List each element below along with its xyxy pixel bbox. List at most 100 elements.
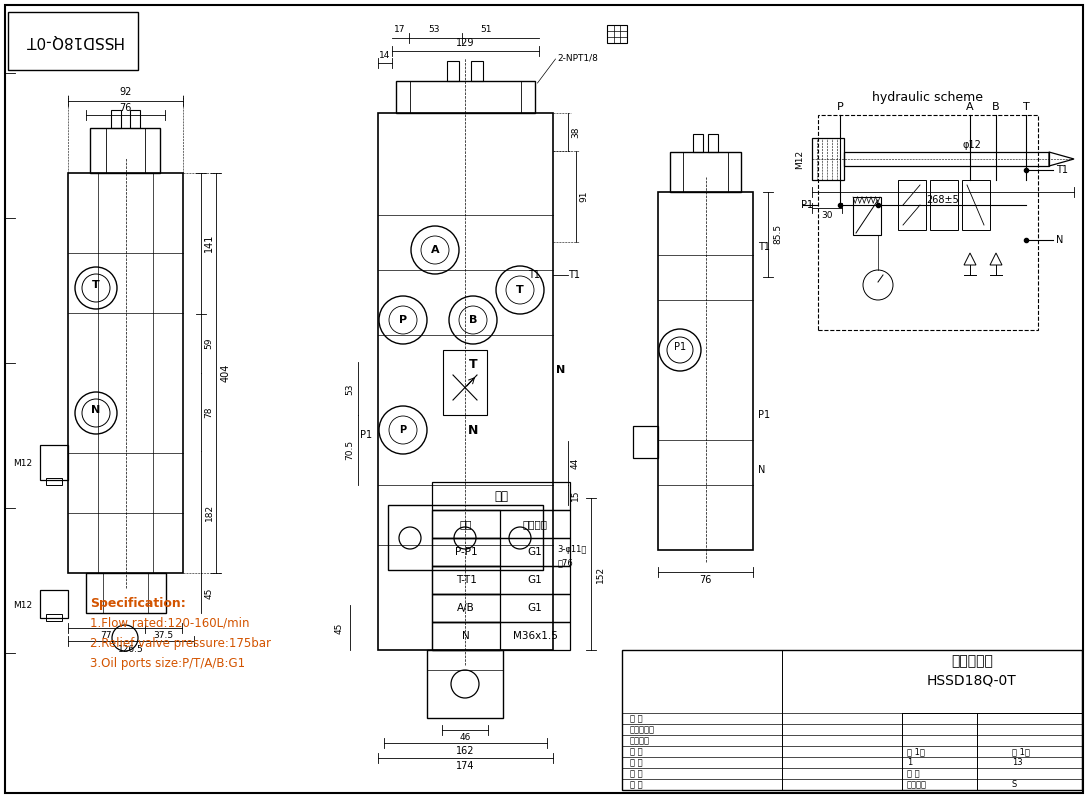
- Text: 76: 76: [700, 575, 712, 585]
- Bar: [432, 510, 500, 538]
- Text: G1: G1: [528, 603, 543, 613]
- Bar: [443, 350, 487, 415]
- Bar: [812, 138, 844, 180]
- Text: S: S: [1012, 780, 1017, 789]
- Bar: [930, 180, 959, 230]
- Text: 182: 182: [205, 504, 213, 520]
- Text: P1: P1: [673, 342, 687, 352]
- Text: 59: 59: [205, 338, 213, 349]
- Text: 44: 44: [571, 457, 580, 468]
- Text: 162: 162: [456, 746, 474, 756]
- Text: 45: 45: [205, 587, 213, 598]
- Text: 比 例: 比 例: [907, 769, 919, 778]
- Text: 129: 129: [456, 38, 474, 48]
- Text: 30: 30: [821, 211, 832, 220]
- Text: 13: 13: [1012, 758, 1023, 767]
- Bar: [708, 134, 718, 152]
- Text: 45: 45: [335, 622, 344, 634]
- Bar: [111, 110, 121, 128]
- Bar: [432, 622, 570, 650]
- Text: hydraulic scheme: hydraulic scheme: [873, 90, 984, 104]
- Bar: [471, 61, 483, 81]
- Bar: [432, 538, 500, 566]
- Text: P: P: [399, 315, 407, 325]
- Text: 152: 152: [596, 566, 605, 583]
- Text: P1: P1: [758, 410, 770, 420]
- Text: P: P: [399, 425, 407, 435]
- Bar: [432, 538, 570, 566]
- Text: 404: 404: [221, 364, 231, 382]
- Text: B: B: [469, 315, 478, 325]
- Text: 共 1张: 共 1张: [907, 747, 925, 756]
- Text: 78: 78: [205, 406, 213, 417]
- Text: 14: 14: [379, 50, 391, 60]
- Bar: [853, 197, 881, 235]
- Bar: [898, 180, 926, 230]
- Text: 38: 38: [571, 126, 580, 138]
- Text: M12: M12: [795, 149, 804, 168]
- Text: 审 批: 审 批: [630, 714, 643, 723]
- Text: 接口: 接口: [460, 519, 472, 529]
- Bar: [607, 25, 627, 43]
- Bar: [962, 180, 990, 230]
- Text: Specification:: Specification:: [90, 596, 186, 610]
- Text: T: T: [92, 280, 100, 290]
- Text: 53: 53: [429, 26, 441, 34]
- Bar: [40, 445, 67, 480]
- Bar: [844, 152, 1049, 166]
- Text: T: T: [1023, 102, 1029, 112]
- Text: N: N: [468, 424, 479, 437]
- Text: T-T1: T-T1: [456, 575, 477, 585]
- Text: P1: P1: [360, 430, 372, 440]
- Text: 53: 53: [345, 383, 354, 395]
- Text: M12: M12: [13, 459, 33, 468]
- Text: B: B: [992, 102, 1000, 112]
- Text: φ12: φ12: [963, 140, 981, 150]
- Bar: [426, 650, 503, 718]
- Bar: [378, 113, 553, 650]
- Text: M36x1.5: M36x1.5: [512, 631, 557, 641]
- Text: 174: 174: [456, 761, 474, 771]
- Bar: [86, 573, 166, 613]
- Text: N: N: [462, 631, 470, 641]
- Bar: [46, 614, 62, 621]
- Text: G1: G1: [528, 575, 543, 585]
- Bar: [67, 173, 183, 573]
- Bar: [432, 510, 570, 538]
- Text: P1: P1: [801, 200, 813, 210]
- Text: 图样标记: 图样标记: [907, 780, 927, 789]
- Text: M12: M12: [13, 601, 33, 610]
- Bar: [90, 128, 160, 173]
- Bar: [432, 594, 500, 622]
- Bar: [693, 134, 703, 152]
- Text: 268±5: 268±5: [927, 195, 960, 205]
- Bar: [396, 81, 534, 113]
- Bar: [387, 505, 543, 570]
- Text: 91: 91: [579, 190, 588, 202]
- Text: T1: T1: [529, 270, 541, 280]
- Text: 描 图: 描 图: [630, 758, 643, 767]
- Text: T1: T1: [569, 270, 581, 280]
- Text: G1: G1: [528, 547, 543, 557]
- Bar: [633, 426, 658, 458]
- Bar: [40, 590, 67, 618]
- Text: 2.Relief valve pressure:175bar: 2.Relief valve pressure:175bar: [90, 637, 271, 650]
- Text: T: T: [469, 358, 478, 372]
- Bar: [670, 152, 741, 192]
- Bar: [818, 115, 1038, 330]
- Text: 15: 15: [571, 489, 580, 501]
- Text: HSSD18Q-0T: HSSD18Q-0T: [927, 674, 1017, 688]
- Text: HSSD18Q-0T: HSSD18Q-0T: [24, 34, 123, 49]
- Text: 92: 92: [120, 87, 132, 97]
- Text: T: T: [516, 285, 524, 295]
- Text: N: N: [556, 365, 565, 375]
- Text: T1: T1: [758, 242, 770, 252]
- Text: 70.5: 70.5: [345, 440, 354, 460]
- Text: 校 对: 校 对: [630, 747, 643, 756]
- Text: P: P: [837, 102, 843, 112]
- Text: 阀体: 阀体: [494, 489, 508, 503]
- Text: N: N: [1056, 235, 1063, 245]
- Text: 制 图: 制 图: [630, 769, 643, 778]
- Text: 85.5: 85.5: [774, 224, 782, 244]
- Bar: [129, 110, 140, 128]
